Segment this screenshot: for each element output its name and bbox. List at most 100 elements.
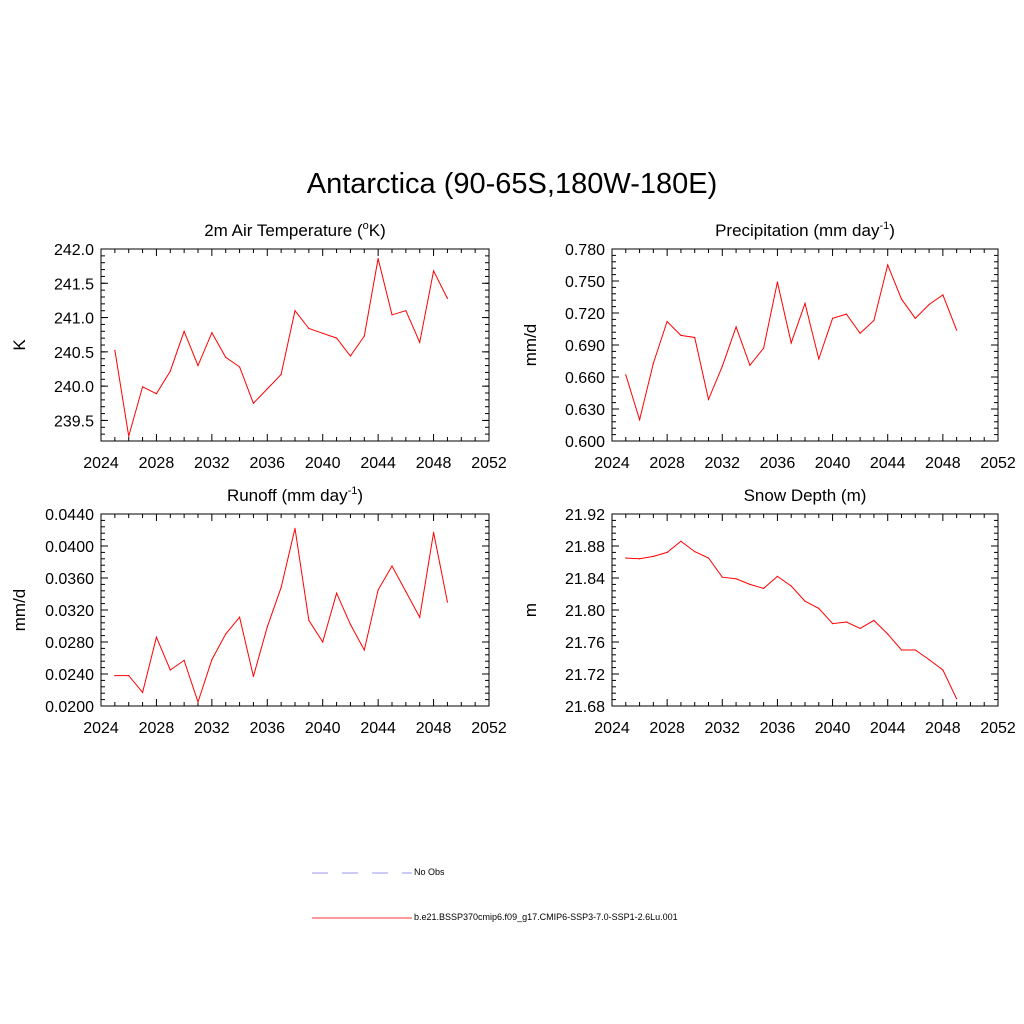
data-point: [238, 616, 241, 618]
data-point: [128, 435, 130, 437]
plot-frame: [100, 248, 490, 442]
data-point: [183, 330, 185, 332]
data-point: [831, 317, 834, 319]
data-point: [169, 370, 171, 372]
data-point: [155, 393, 158, 395]
data-point: [804, 600, 806, 602]
panel-title-superscript: o: [363, 220, 369, 232]
y-tick-label: 0.0440: [45, 507, 94, 524]
data-point: [776, 575, 779, 577]
data-point: [419, 341, 421, 343]
y-tick-label: 0.750: [565, 274, 605, 291]
panel-title: Runoff (mm day-1): [227, 485, 363, 505]
x-tick-label: 2028: [139, 455, 175, 472]
y-tick-label: 21.72: [565, 667, 605, 684]
panel-title: 2m Air Temperature (oK): [204, 220, 386, 240]
plot-area-runoff: 2024 2028 2032 2036 2040 2044 2048 2052 0.0200 0.…: [10, 485, 507, 737]
panel-title-superscript: -1: [879, 220, 889, 232]
data-point: [638, 558, 641, 560]
y-tick-label: 0.0280: [45, 635, 94, 652]
y-tick-label: 0.0360: [45, 571, 94, 588]
data-point: [666, 551, 668, 553]
panel-title: Snow Depth (m): [744, 486, 867, 505]
y-tick-label: 0.0240: [45, 667, 94, 684]
data-point: [859, 332, 861, 334]
data-point: [680, 540, 682, 542]
data-point: [349, 623, 352, 625]
x-tick-label: 2040: [815, 455, 851, 472]
data-point: [322, 332, 324, 334]
data-point: [859, 627, 861, 629]
x-tick-label: 2032: [194, 720, 230, 737]
x-tick-label: 2040: [815, 720, 851, 737]
plot-frame: [611, 513, 999, 707]
data-point: [887, 264, 889, 266]
figure-title: Antarctica (90-65S,180W-180E): [306, 168, 718, 200]
data-point: [763, 587, 765, 589]
y-tick-label: 21.76: [565, 635, 605, 652]
data-point: [141, 386, 144, 388]
series-line-air-temperature: [114, 258, 448, 437]
y-axis-label: m: [521, 603, 540, 617]
data-point: [169, 669, 171, 671]
data-point: [446, 297, 449, 299]
chart-panel-precipitation: 2024 2028 2032 2036 2040 2044 2048 2052 0.600 0.6…: [521, 220, 1016, 472]
y-tick-label: 0.0200: [45, 699, 94, 716]
data-point: [183, 659, 185, 661]
data-point: [749, 364, 751, 366]
x-tick-label: 2028: [649, 720, 685, 737]
x-tick-label: 2036: [760, 720, 796, 737]
legend-label-no-obs: No Obs: [414, 867, 445, 877]
data-point: [845, 313, 847, 315]
y-tick-label: 239.5: [54, 413, 94, 430]
data-point: [652, 362, 654, 364]
chart-panel-air-temperature: 2024 2028 2032 2036 2040 2044 2048 2052 239.5 240…: [10, 220, 507, 472]
data-point: [873, 619, 875, 621]
y-tick-label: 0.0320: [45, 603, 94, 620]
data-point: [294, 527, 296, 529]
x-tick-label: 2032: [704, 720, 740, 737]
y-axis-label: K: [10, 339, 29, 351]
data-point: [625, 374, 627, 376]
plot-frame: [611, 248, 999, 442]
data-point: [900, 298, 903, 300]
data-point: [625, 557, 627, 559]
data-point: [942, 669, 944, 671]
data-point: [419, 616, 421, 618]
data-point: [790, 585, 792, 587]
y-tick-label: 0.600: [565, 434, 605, 451]
data-point: [363, 649, 365, 651]
data-point: [873, 319, 875, 322]
y-tick-label: 0.780: [565, 242, 605, 259]
x-tick-label: 2052: [471, 455, 507, 472]
data-point: [694, 336, 696, 339]
data-point: [776, 281, 779, 283]
data-point: [887, 633, 889, 635]
data-point: [252, 675, 255, 677]
data-point: [928, 303, 930, 306]
y-tick-label: 240.0: [54, 379, 94, 396]
y-tick-label: 21.68: [565, 699, 605, 716]
data-point: [432, 270, 435, 272]
x-tick-label: 2024: [83, 455, 119, 472]
legend-label-model-run: b.e21.BSSP370cmip6.f09_g17.CMIP6-SSP3-7.…: [414, 912, 678, 922]
data-point: [349, 355, 352, 357]
x-tick-label: 2044: [360, 720, 396, 737]
data-point: [432, 531, 435, 533]
panel-title-main: Snow Depth (m): [744, 486, 867, 505]
series-line-snow-depth: [625, 540, 958, 700]
x-tick-label: 2024: [83, 720, 119, 737]
data-point: [818, 358, 820, 360]
data-point: [211, 659, 213, 661]
data-point: [128, 675, 130, 677]
panel-title-tail: K): [369, 221, 386, 240]
data-point: [652, 555, 654, 557]
data-point: [956, 698, 958, 700]
data-point: [280, 373, 282, 376]
data-point: [694, 551, 696, 553]
data-point: [114, 349, 116, 352]
y-axis-label: mm/d: [521, 324, 540, 367]
x-tick-label: 2048: [416, 455, 452, 472]
y-tick-label: 0.630: [565, 402, 605, 419]
y-axis-label: mm/d: [10, 589, 29, 632]
